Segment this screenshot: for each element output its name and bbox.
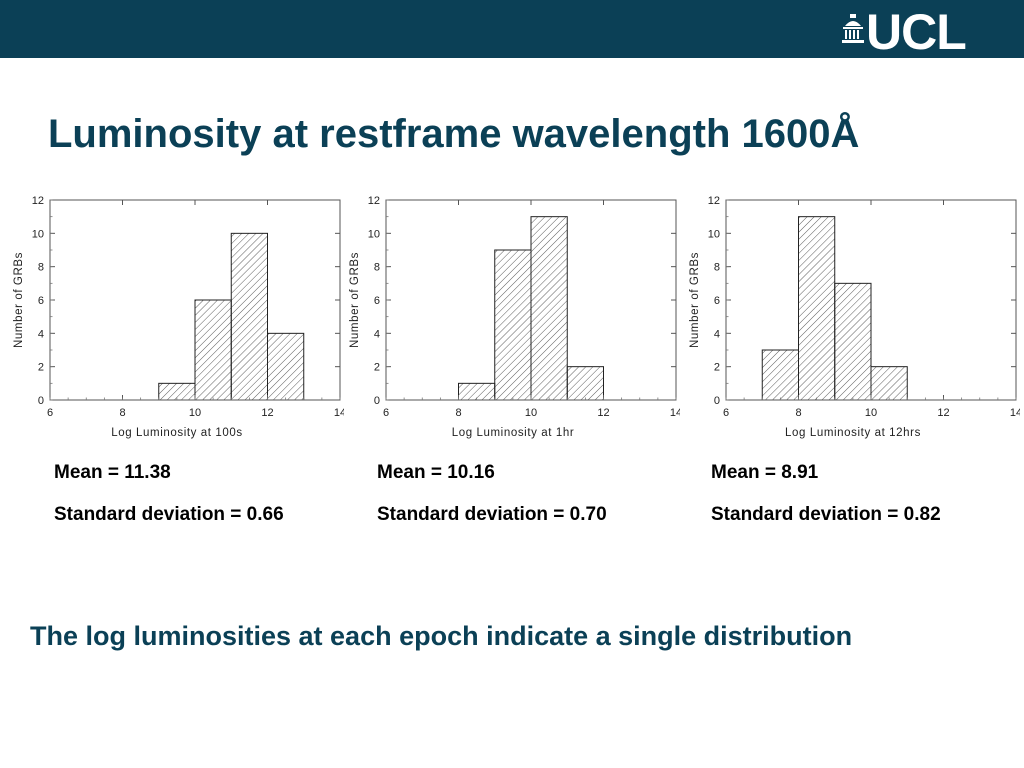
x-tick-label: 12 [597,407,609,419]
mean-12hrs: Mean = 8.91 [711,462,819,483]
y-tick-label: 2 [38,362,44,374]
y-axis-label: Number of GRBs [689,252,701,348]
logo-text: UCL [866,4,967,60]
x-tick-label: 12 [261,407,273,419]
y-tick-label: 10 [32,228,44,240]
y-tick-label: 8 [38,262,44,274]
mean-100s: Mean = 11.38 [54,462,171,483]
histogram-bar [194,299,232,401]
histogram-12hrs-plot: 6 8 10 12 14 0 2 4 6 8 10 12 Log Luminosity at 12hrs… [689,195,1020,439]
x-tick-label: 12 [937,407,949,419]
slide-title: Luminosity at restframe wavelength 1600Å [48,112,860,156]
x-axis-label: Log Luminosity at 100s [111,427,242,439]
y-tick-label: 6 [38,295,44,307]
histogram-1hr: 6 8 10 12 14 0 2 4 6 8 10 12 Log Luminosity at 1hr Nu… [340,188,680,446]
histogram-bar [834,282,872,401]
y-tick-label: 0 [714,395,720,407]
histogram-bar [530,216,568,401]
y-tick-label: 12 [368,195,380,207]
mean-1hr: Mean = 10.16 [377,462,495,483]
y-tick-label: 4 [374,328,380,340]
x-tick-label: 8 [795,407,801,419]
stats-100s: Mean = 11.38 Standard deviation = 0.66 [54,462,284,526]
histogram-bar [870,366,908,401]
y-tick-label: 2 [374,362,380,374]
x-tick-label: 8 [119,407,125,419]
y-axis-label: Number of GRBs [349,252,361,348]
sd-12hrs: Standard deviation = 0.82 [711,504,941,525]
x-axis-label: Log Luminosity at 1hr [452,427,575,439]
sd-1hr: Standard deviation = 0.70 [377,504,607,525]
x-tick-label: 6 [723,407,729,419]
histogram-bar [230,232,268,401]
histogram-bar [494,249,532,401]
histogram-bar [267,332,305,401]
x-tick-label: 14 [334,407,344,419]
y-tick-label: 6 [714,295,720,307]
y-tick-label: 12 [32,195,44,207]
y-tick-label: 0 [38,395,44,407]
x-tick-label: 10 [865,407,877,419]
x-axis-label: Log Luminosity at 12hrs [785,427,921,439]
y-axis-label: Number of GRBs [13,252,25,348]
x-tick-label: 10 [189,407,201,419]
y-tick-label: 4 [714,328,720,340]
histogram-bar [761,349,799,401]
sd-100s: Standard deviation = 0.66 [54,504,284,525]
histogram-1hr-plot: 6 8 10 12 14 0 2 4 6 8 10 12 Log Luminosity at 1hr Nu… [349,195,680,439]
stats-1hr: Mean = 10.16 Standard deviation = 0.70 [377,462,607,526]
x-tick-label: 14 [670,407,680,419]
y-tick-label: 8 [714,262,720,274]
y-tick-label: 10 [708,228,720,240]
conclusion-text: The log luminosities at each epoch indic… [30,621,853,651]
y-tick-label: 6 [374,295,380,307]
x-tick-label: 8 [455,407,461,419]
histogram-100s: 6 8 10 12 14 0 2 4 6 8 10 12 Log Luminosity at 100s N… [4,188,344,446]
y-tick-label: 10 [368,228,380,240]
x-tick-label: 14 [1010,407,1020,419]
header-bar: UCL [0,0,1024,60]
x-tick-label: 6 [383,407,389,419]
y-tick-label: 4 [38,328,44,340]
y-tick-label: 0 [374,395,380,407]
y-tick-label: 8 [374,262,380,274]
histogram-bar [566,366,604,401]
stats-12hrs: Mean = 8.91 Standard deviation = 0.82 [711,462,941,526]
y-tick-label: 2 [714,362,720,374]
x-tick-label: 10 [525,407,537,419]
y-tick-label: 12 [708,195,720,207]
x-tick-label: 6 [47,407,53,419]
ucl-portico-icon [842,14,864,43]
ucl-logo: UCL [842,4,1002,60]
histogram-100s-plot: 6 8 10 12 14 0 2 4 6 8 10 12 Log Luminosity at 100s N… [13,195,344,439]
histogram-12hrs: 6 8 10 12 14 0 2 4 6 8 10 12 Log Luminosity at 12hrs… [680,188,1020,446]
histogram-bar [798,216,836,401]
